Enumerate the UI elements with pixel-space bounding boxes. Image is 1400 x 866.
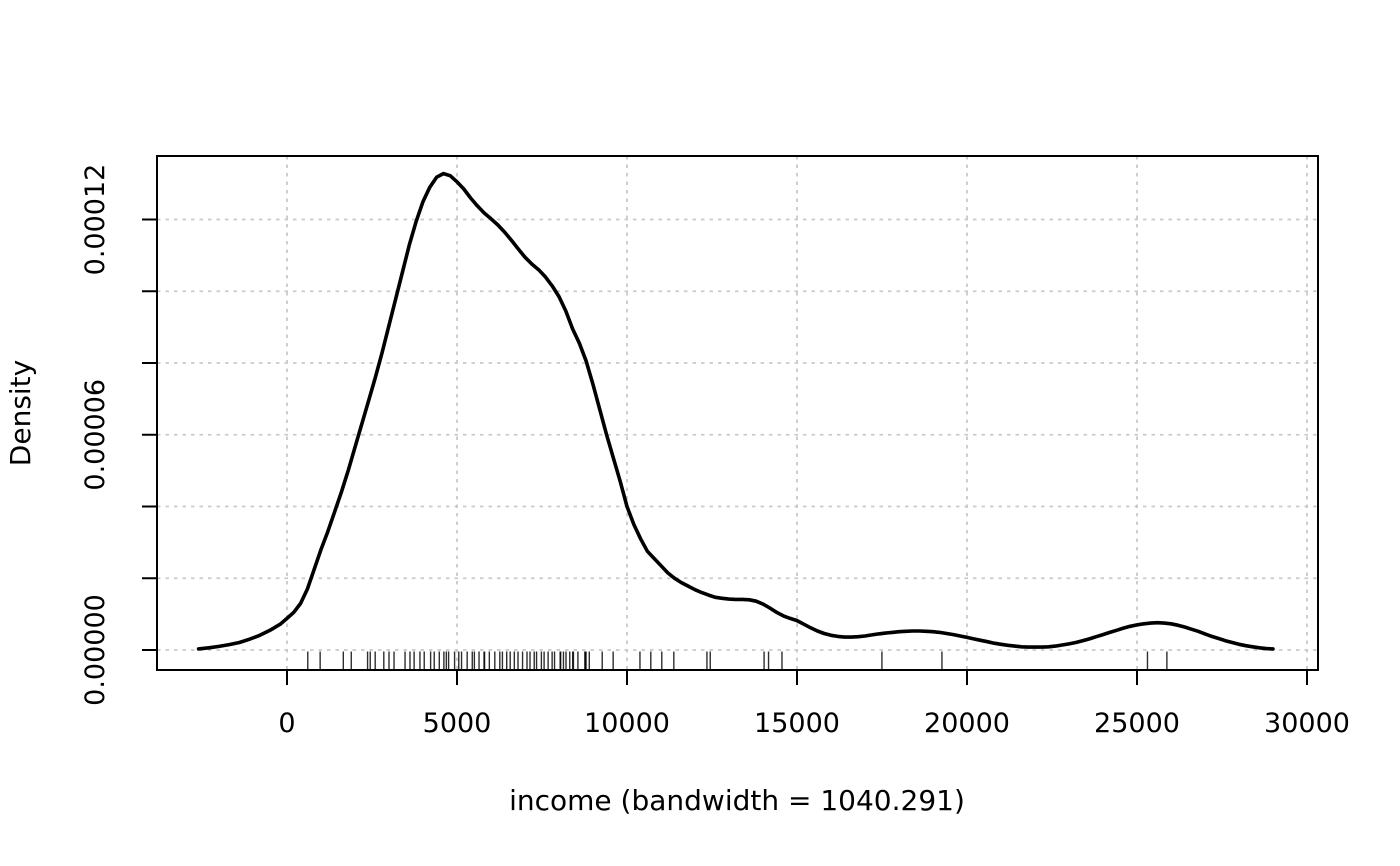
x-tick-label: 10000 xyxy=(584,708,670,739)
x-tick-label: 30000 xyxy=(1264,708,1350,739)
y-tick-label: 0.00000 xyxy=(80,594,111,706)
rug-marks xyxy=(307,651,1168,669)
x-tick-label: 0 xyxy=(278,708,295,739)
x-tick-label: 25000 xyxy=(1094,708,1180,739)
density-curve xyxy=(196,171,1275,651)
y-tick-label: 0.00012 xyxy=(80,164,111,276)
x-tick-label: 15000 xyxy=(754,708,840,739)
grid-lines xyxy=(157,156,1318,670)
y-axis: 0.00000 0.00006 0.00012 xyxy=(80,164,157,706)
x-tick-label: 5000 xyxy=(423,708,492,739)
y-tick-label: 0.00006 xyxy=(80,379,111,491)
x-tick-label: 20000 xyxy=(924,708,1010,739)
y-axis-title: Density xyxy=(4,360,37,466)
x-axis: 0 5000 10000 15000 20000 25000 30000 xyxy=(278,670,1350,739)
x-axis-title: income (bandwidth = 1040.291) xyxy=(509,784,965,817)
curve-layer xyxy=(196,171,1275,651)
plot-border xyxy=(156,155,1319,671)
